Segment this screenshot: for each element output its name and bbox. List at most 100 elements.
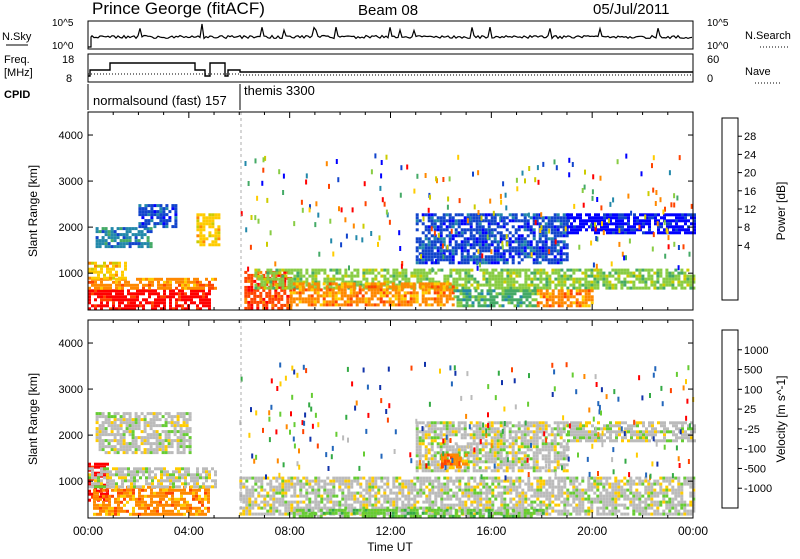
band-7-cell: [404, 275, 407, 278]
band-7-cell: [524, 275, 527, 278]
band-7-cell: [338, 272, 341, 275]
band-8-cell: [350, 291, 353, 294]
band-4-cell: [165, 204, 168, 207]
band-4-cell: [482, 480, 485, 483]
band-11-cell: [437, 246, 440, 249]
band-1-cell: [186, 501, 189, 504]
band-2-cell: [172, 479, 175, 482]
band-12-cell: [648, 228, 651, 231]
band-3-cell: [183, 421, 186, 424]
band-3-cell: [117, 433, 120, 436]
band-7-cell: [368, 269, 371, 272]
band-11-cell: [527, 255, 530, 258]
band-11-cell: [449, 240, 452, 243]
band-4-cell: [248, 489, 251, 492]
band-3-cell: [129, 442, 132, 445]
band-3-cell: [105, 427, 108, 430]
band-7-cell: [398, 275, 401, 278]
band-7-cell: [533, 287, 536, 290]
band-4-cell: [482, 486, 485, 489]
band-11-cell: [446, 255, 449, 258]
band-7-cell: [476, 281, 479, 284]
band-11-cell: [428, 240, 431, 243]
band-3-cell: [105, 415, 108, 418]
band-7-cell: [614, 269, 617, 272]
band-1-cell: [100, 287, 103, 290]
band-11-cell: [515, 237, 518, 240]
band-11-cell: [554, 234, 557, 237]
band-12-cell: [624, 222, 627, 225]
band-8-cell: [383, 300, 386, 303]
band-0-cell: [205, 298, 208, 301]
band-4-cell: [287, 501, 290, 504]
band-8-cell: [392, 285, 395, 288]
band-8-cell: [389, 297, 392, 300]
band-12-cell: [597, 222, 600, 225]
band-3-cell: [120, 245, 123, 248]
band-4-cell: [374, 483, 377, 486]
band-8-cell: [422, 297, 425, 300]
band-4-cell: [362, 501, 365, 504]
band-4-cell: [293, 483, 296, 486]
band-3-cell: [129, 239, 132, 242]
band-7-cell: [386, 272, 389, 275]
band-3-cell: [126, 412, 129, 415]
band-3-cell: [96, 433, 99, 436]
band-1-cell: [123, 489, 126, 492]
band-4-cell: [485, 498, 488, 501]
band-4-cell: [266, 504, 269, 507]
band-9-cell: [493, 298, 496, 301]
band-3-cell: [132, 424, 135, 427]
band-4-cell: [473, 486, 476, 489]
band-11-cell: [479, 255, 482, 258]
band-7-cell: [278, 281, 281, 284]
band-8-cell: [311, 294, 314, 297]
band-5-cell: [211, 219, 214, 222]
band-10-cell: [591, 301, 594, 304]
band-8-cell: [416, 291, 419, 294]
band-12-cell: [588, 216, 591, 219]
band-6-cell: [265, 301, 268, 304]
speckle-echo: [678, 265, 680, 270]
band-7-cell: [539, 272, 542, 275]
band-10-cell: [561, 289, 564, 292]
band-7-cell: [572, 269, 575, 272]
band-11-cell: [476, 231, 479, 234]
speckle-echo: [278, 169, 280, 174]
band-3-cell: [111, 233, 114, 236]
band-12-cell: [576, 213, 579, 216]
band-3-cell: [135, 427, 138, 430]
band-4-cell: [512, 483, 515, 486]
band-9-cell: [526, 298, 529, 301]
band-11-cell: [560, 252, 563, 255]
band-11-cell: [476, 237, 479, 240]
band-1-cell: [183, 492, 186, 495]
band-4-cell: [494, 480, 497, 483]
band-4-cell: [251, 489, 254, 492]
band-12-cell: [609, 213, 612, 216]
speckle-echo: [528, 166, 530, 171]
band-4-cell: [470, 492, 473, 495]
band-0-cell: [121, 292, 124, 295]
band-8-cell: [368, 285, 371, 288]
band-8-cell: [446, 300, 449, 303]
band-4-cell: [368, 492, 371, 495]
band-11-cell: [530, 246, 533, 249]
band-0-cell: [103, 292, 106, 295]
band-2-cell: [106, 268, 109, 271]
band-1-cell: [169, 278, 172, 281]
speckle-echo: [548, 229, 550, 234]
band-9-cell: [517, 289, 520, 292]
speckle-echo: [451, 229, 453, 234]
band-11-cell: [437, 225, 440, 228]
band-11-cell: [506, 261, 509, 264]
band-3-cell: [162, 430, 165, 433]
band-7-cell: [569, 284, 572, 287]
band-2-cell: [103, 485, 106, 488]
band-4-cell: [455, 495, 458, 498]
band-7-cell: [566, 287, 569, 290]
speckle-echo: [592, 174, 594, 179]
band-1-cell: [102, 501, 105, 504]
band-4-cell: [506, 486, 509, 489]
band-10-cell: [549, 304, 552, 307]
